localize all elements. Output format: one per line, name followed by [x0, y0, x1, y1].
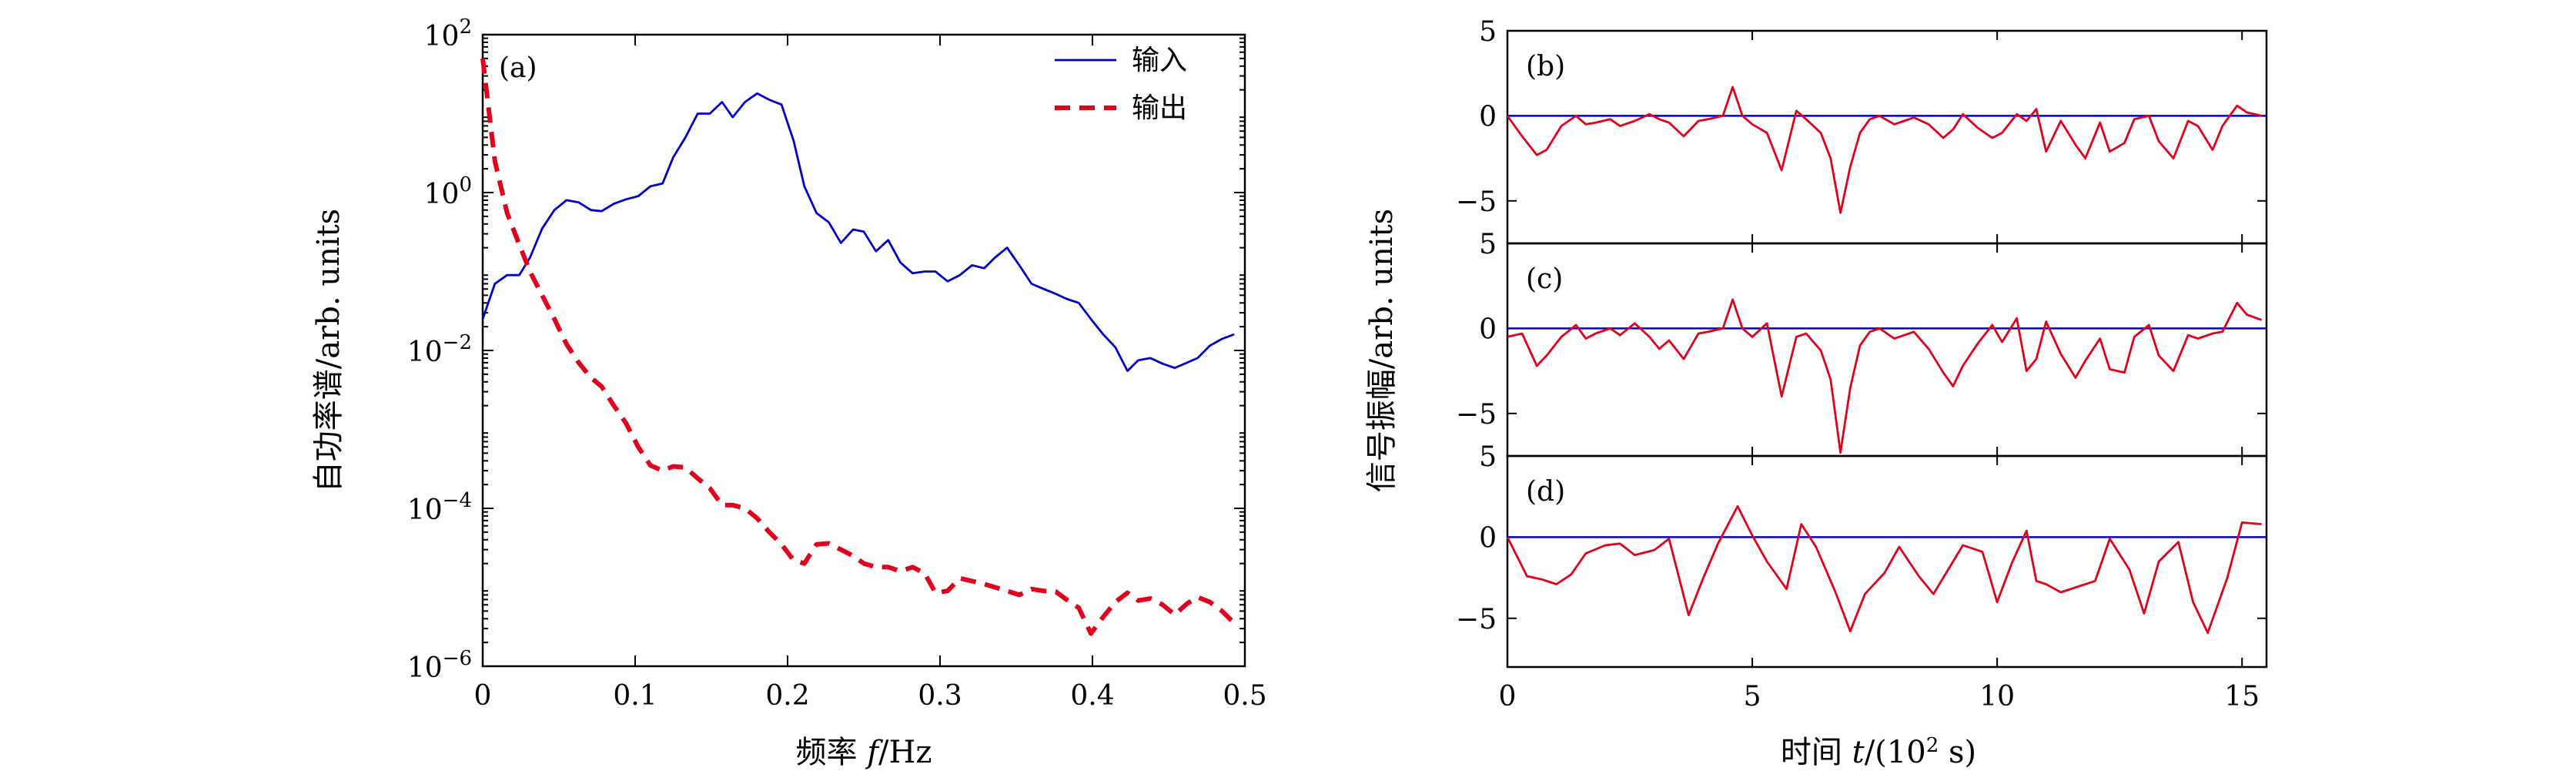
d-xtick-label: 0 [1499, 681, 1517, 712]
panel-c-ticks: 5 0 −5 [1456, 229, 2267, 456]
panel-b-label: (b) [1526, 51, 1565, 82]
panel-d-frame [1506, 454, 2268, 669]
panel-b-frame [1506, 29, 2268, 245]
d-signal-line [1506, 504, 2262, 635]
panel-bcd-ylabel: 信号振幅/arb. units [1364, 209, 1400, 492]
a-xtick-label: 0.3 [918, 680, 962, 712]
b-ytick-label: 5 [1479, 16, 1497, 48]
panel-d-ticks: 5 0 −5 0 5 10 15 [1456, 441, 2267, 712]
panel-a-ylabel: 自功率谱/arb. units [311, 209, 346, 492]
panel-a-series [480, 58, 1236, 636]
a-xtick-label: 0 [474, 680, 492, 712]
panel-a-frame [481, 33, 1246, 668]
panel-c-signal: 5 0 −5 (c) [1456, 229, 2268, 458]
d-ytick-label: −5 [1456, 604, 1497, 635]
panel-a-ticks: 0 0.1 0.2 0.3 0.4 0.5 102 100 10−2 10−4 10−6 [407, 15, 1267, 712]
a-ytick-label: 102 [424, 15, 472, 52]
b-ytick-label: 0 [1479, 101, 1497, 132]
panel-b-signal: 5 0 −5 (b) [1456, 16, 2268, 245]
panel-a-power-spectrum: 0 0.1 0.2 0.3 0.4 0.5 102 100 10−2 10−4 10−6 (a) 输… [311, 15, 1267, 770]
a-ytick-label: 10−4 [407, 489, 472, 526]
a-xtick-label: 0.2 [765, 680, 809, 712]
c-ytick-label: −5 [1456, 399, 1497, 431]
legend-input-label: 输入 [1132, 45, 1187, 76]
c-ytick-label: 5 [1479, 229, 1497, 260]
panel-b-ticks: 5 0 −5 [1456, 16, 2267, 243]
a-ytick-label: 10−6 [407, 647, 472, 684]
b-ytick-label: −5 [1456, 186, 1497, 218]
c-ytick-label: 0 [1479, 313, 1497, 345]
d-xtick-label: 15 [2224, 681, 2260, 712]
panel-b-series [1506, 85, 2262, 214]
panel-a-label: (a) [499, 52, 537, 84]
panel-c-label: (c) [1526, 263, 1563, 295]
a-ytick-label: 100 [424, 173, 472, 210]
c-signal-line [1507, 298, 2263, 454]
legend: 输入 输出 [1055, 45, 1187, 124]
panel-c-frame [1506, 242, 2268, 458]
panel-d-series [1506, 504, 2262, 635]
panel-d-signal: 5 0 −5 0 5 10 15 (d) 时间 t/(102 s) 信号振幅/arb. un… [1364, 209, 2268, 770]
legend-output-label: 输出 [1132, 92, 1187, 124]
series-input-line [481, 92, 1235, 373]
panel-d-label: (d) [1526, 476, 1565, 508]
panel-d-xlabel: 时间 t/(102 s) [1781, 734, 1976, 770]
a-xtick-label: 0.1 [613, 680, 657, 712]
d-ytick-label: 0 [1479, 522, 1497, 554]
a-ytick-label: 10−2 [407, 331, 472, 368]
a-xtick-label: 0.4 [1070, 680, 1114, 712]
b-signal-line [1506, 85, 2262, 214]
panel-c-series [1507, 298, 2263, 454]
panel-a-xlabel: 频率 f/Hz [796, 735, 932, 770]
a-xtick-label: 0.5 [1223, 680, 1266, 712]
d-ytick-label: 5 [1479, 441, 1497, 473]
d-xtick-label: 5 [1744, 681, 1761, 712]
d-xtick-label: 10 [1979, 681, 2015, 712]
series-output-line [480, 58, 1236, 636]
